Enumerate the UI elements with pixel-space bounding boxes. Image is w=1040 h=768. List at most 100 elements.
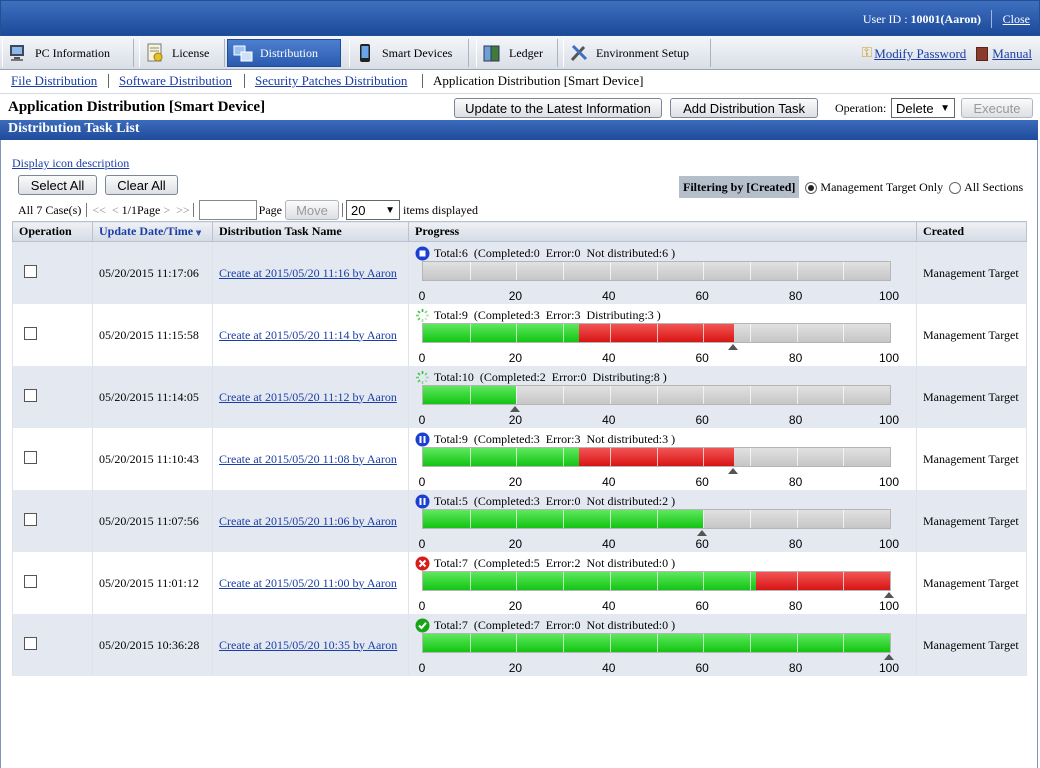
axis-tick-label: 20	[508, 537, 523, 551]
tab-ledger[interactable]: Ledger	[476, 39, 558, 67]
axis-tick-label: 40	[602, 661, 616, 675]
axis-tick-label: 20	[508, 599, 523, 613]
operation-select[interactable]: Delete ▼	[891, 98, 955, 118]
radio-icon	[949, 181, 962, 194]
section-title-bar: Distribution Task List	[0, 120, 1038, 140]
key-icon: ⚿	[861, 46, 873, 61]
table-row: 05/20/2015 10:36:28 Create at 2015/05/20…	[12, 614, 1027, 676]
progress-bar: Total:6 (Completed:0 Error:0 Not distrib…	[409, 242, 899, 304]
row-checkbox[interactable]	[24, 264, 37, 278]
software-distribution-link[interactable]: Software Distribution	[119, 73, 233, 88]
progress-marker-icon	[728, 468, 739, 474]
column-created: Created	[916, 221, 1027, 242]
chevron-down-icon: ▼	[385, 204, 395, 216]
execute-button[interactable]: Execute	[961, 98, 1033, 118]
task-name-link[interactable]: Create at 2015/05/20 11:16 by Aaron	[219, 265, 397, 280]
axis-tick-label: 0	[418, 351, 426, 365]
axis-tick-label: 40	[602, 289, 616, 303]
modify-password-link[interactable]: Modify Password	[874, 46, 967, 61]
row-checkbox[interactable]	[24, 388, 37, 402]
smartphone-icon	[354, 42, 376, 64]
chevron-down-icon: ▼	[940, 102, 950, 114]
column-task-name: Distribution Task Name	[212, 221, 409, 242]
column-update-date[interactable]: Update Date/Time ⩔	[92, 221, 213, 242]
axis-tick-label: 60	[695, 351, 709, 365]
task-name-link[interactable]: Create at 2015/05/20 10:35 by Aaron	[219, 637, 398, 652]
task-name-link[interactable]: Create at 2015/05/20 11:06 by Aaron	[219, 513, 397, 528]
update-latest-button[interactable]: Update to the Latest Information	[454, 98, 662, 118]
created-value: Management Target	[916, 428, 1027, 490]
update-date: 05/20/2015 11:17:06	[92, 241, 213, 304]
file-distribution-link[interactable]: File Distribution	[11, 73, 98, 88]
select-all-button[interactable]: Select All	[18, 175, 97, 195]
progress-track	[422, 323, 891, 343]
tab-license[interactable]: License	[139, 39, 225, 67]
axis-tick-label: 60	[695, 475, 709, 489]
axis-tick-label: 0	[418, 413, 426, 427]
move-button[interactable]: Move	[284, 200, 339, 220]
axis-tick-label: 80	[788, 599, 803, 613]
pc-icon	[7, 42, 29, 64]
page-number-input[interactable]	[198, 200, 257, 220]
spinner-icon	[415, 370, 430, 385]
progress-marker-icon	[884, 592, 894, 598]
prev-page-link[interactable]: <	[111, 202, 119, 217]
axis-tick-label: 100	[878, 413, 900, 427]
axis-tick-label: 80	[788, 537, 803, 551]
row-checkbox[interactable]	[24, 636, 37, 650]
items-displayed-label: items displayed	[402, 202, 478, 217]
progress-track	[422, 261, 891, 281]
pager: All 7 Case(s) << < 1/1Page > >> Page Mov…	[18, 200, 478, 220]
page-label: Page	[258, 202, 282, 217]
axis-tick-label: 60	[695, 413, 709, 427]
progress-stat: Total:9 (Completed:3 Error:3 Distributin…	[434, 308, 661, 322]
progress-marker-icon	[728, 344, 739, 350]
task-name-link[interactable]: Create at 2015/05/20 11:00 by Aaron	[219, 575, 397, 590]
top-bar: User ID : 10001(Aaron) Close	[0, 0, 1040, 36]
table-row: 05/20/2015 11:10:43 Create at 2015/05/20…	[12, 428, 1027, 490]
last-page-link[interactable]: >>	[176, 202, 190, 217]
task-list-panel	[0, 140, 1038, 768]
first-page-link[interactable]: <<	[92, 202, 106, 217]
tab-pc-information[interactable]: PC Information	[2, 39, 134, 67]
row-checkbox[interactable]	[24, 326, 37, 340]
axis-tick-label: 0	[418, 599, 426, 613]
axis-tick-label: 100	[878, 289, 900, 303]
axis-tick-label: 20	[508, 289, 523, 303]
filter-all-sections[interactable]: All Sections	[949, 180, 1023, 195]
axis-tick-label: 20	[508, 413, 523, 427]
row-checkbox[interactable]	[24, 450, 37, 464]
filter-management-target-only[interactable]: Management Target Only	[805, 180, 943, 195]
progress-track	[422, 509, 891, 529]
progress-stat: Total:5 (Completed:3 Error:0 Not distrib…	[434, 494, 676, 508]
stop-icon	[415, 246, 430, 261]
task-name-link[interactable]: Create at 2015/05/20 11:12 by Aaron	[219, 389, 397, 404]
tab-distribution[interactable]: Distribution	[227, 39, 341, 67]
tab-smart-devices[interactable]: Smart Devices	[349, 39, 469, 67]
table-row: 05/20/2015 11:01:12 Create at 2015/05/20…	[12, 552, 1027, 614]
display-icon-description-link[interactable]: Display icon description	[12, 156, 130, 170]
axis-tick-label: 20	[508, 661, 523, 675]
axis-tick-label: 60	[695, 537, 709, 551]
next-page-link[interactable]: >	[163, 202, 171, 217]
row-checkbox[interactable]	[24, 574, 37, 588]
items-per-page-select[interactable]: 20 ▼	[345, 200, 400, 220]
axis-tick-label: 20	[508, 475, 523, 489]
task-name-link[interactable]: Create at 2015/05/20 11:14 by Aaron	[219, 327, 397, 342]
add-distribution-task-button[interactable]: Add Distribution Task	[670, 98, 818, 118]
progress-track	[422, 447, 891, 467]
sort-descending-icon: ⩔	[196, 227, 202, 237]
pause-icon	[415, 432, 430, 447]
task-name-link[interactable]: Create at 2015/05/20 11:08 by Aaron	[219, 451, 397, 466]
tab-environment-setup[interactable]: Environment Setup	[563, 39, 711, 67]
axis-tick-label: 40	[602, 599, 616, 613]
progress-bar: Total:9 (Completed:3 Error:3 Not distrib…	[409, 428, 899, 490]
security-patches-link[interactable]: Security Patches Distribution	[255, 73, 408, 88]
clear-all-button[interactable]: Clear All	[105, 175, 178, 195]
row-checkbox[interactable]	[24, 512, 37, 526]
manual-link[interactable]: Manual	[992, 46, 1032, 61]
operation-label: Operation:	[835, 101, 887, 115]
error-segment	[756, 572, 890, 590]
close-link[interactable]: Close	[1002, 12, 1030, 26]
table-row: 05/20/2015 11:17:06 Create at 2015/05/20…	[12, 241, 1027, 304]
